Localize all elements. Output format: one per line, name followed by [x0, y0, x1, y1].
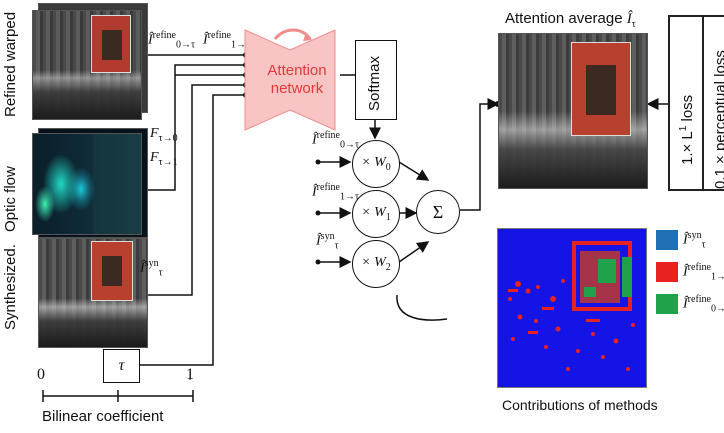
refined-warped-image: [32, 10, 142, 120]
syn-symbol: Îsynτ: [140, 258, 163, 279]
mult-input-2: Îsynτ: [316, 231, 339, 252]
mult-input-0: Îrefine0→τ: [312, 130, 360, 151]
synthesized-label: Synthesized.: [2, 244, 19, 330]
l1-loss-label: 1.× L1 loss: [678, 94, 696, 165]
legend-swatch-syn: [656, 230, 678, 250]
softmax-label: Softmax: [366, 55, 383, 111]
legend-swatch-refine-0: [656, 294, 678, 314]
output-title: Attention average Îτ: [505, 10, 636, 30]
legend-label-refine-1: Îrefine1→τ: [683, 262, 724, 283]
legend-swatch-refine-1: [656, 262, 678, 282]
perceptual-loss-box: 0.1 × perceptual loss: [702, 15, 724, 191]
refined-1-symbol: Îrefine1→τ: [203, 30, 251, 51]
legend-label-syn: Îsynτ: [683, 230, 706, 251]
legend-label-refine-0: Îrefine0→τ: [683, 294, 724, 315]
contributions-caption: Contributions of methods: [502, 397, 658, 413]
attention-network-shape: [244, 28, 336, 131]
multiplier-w2: × W2: [352, 240, 400, 288]
book-cover: [91, 15, 131, 73]
softmax-box: Softmax: [355, 40, 397, 120]
axis-zero-label: 0: [37, 366, 45, 383]
attention-network-label: Attention network: [267, 62, 327, 97]
multiplier-w1: × W1: [352, 190, 400, 238]
l1-loss-box: 1.× L1 loss: [668, 15, 706, 191]
axis-one-label: 1: [186, 366, 194, 383]
sum-node: Σ: [416, 190, 460, 234]
refined-0-symbol: Îrefine0→τ: [148, 30, 196, 51]
multiplier-w0: × W0: [352, 140, 400, 188]
optic-flow-label: Optic flow: [2, 166, 19, 232]
flow-1-symbol: Fτ→1: [150, 150, 178, 168]
tau-box: τ: [103, 349, 140, 383]
contribution-map: [497, 228, 647, 388]
perceptual-loss-label: 0.1 × perceptual loss: [712, 50, 724, 189]
optic-flow-image: [32, 133, 142, 235]
refined-warped-label: Refined warped: [2, 11, 19, 117]
book-cover: [571, 42, 631, 136]
flow-0-symbol: Fτ→0: [150, 126, 178, 144]
synthesized-image: [38, 238, 148, 348]
book-cover: [91, 241, 133, 301]
attention-average-image: [498, 33, 648, 189]
bilinear-caption: Bilinear coefficient: [42, 408, 164, 425]
mult-input-1: Îrefine1→τ: [312, 182, 360, 203]
